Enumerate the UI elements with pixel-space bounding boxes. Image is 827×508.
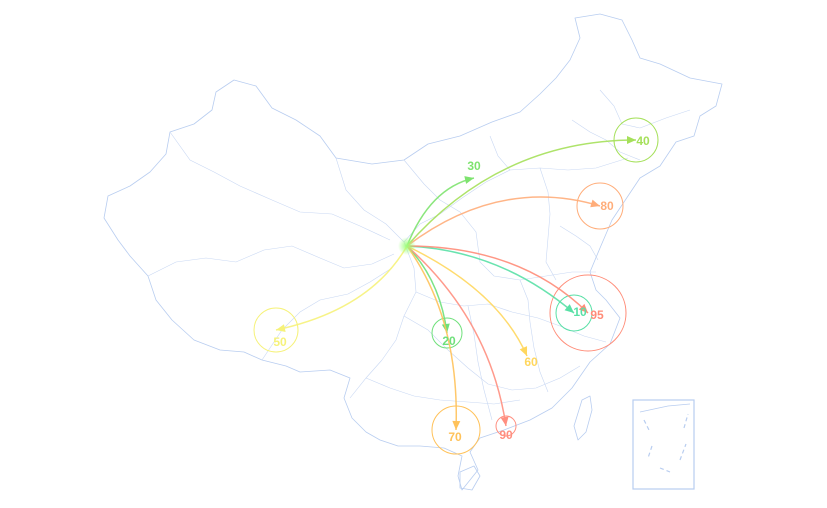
flow-line (406, 196, 601, 247)
flow-arrow-icon (452, 420, 461, 430)
flow-value-label: 80 (600, 199, 614, 213)
province-border (147, 245, 395, 277)
flow-line (406, 139, 637, 247)
flow-line (406, 245, 448, 334)
flow-arrow-icon (627, 136, 636, 144)
destination-ring (576, 182, 624, 230)
flow-arrow-icon (519, 346, 528, 356)
flow-line (406, 245, 528, 357)
flow-arrow-icon (464, 176, 474, 184)
destination-ring (253, 307, 299, 353)
flow-line (406, 245, 589, 314)
hainan-island (459, 465, 481, 491)
south-china-sea-inset (632, 399, 695, 490)
destination-ring (495, 415, 517, 437)
province-border (415, 291, 607, 343)
province-border (489, 135, 511, 171)
taiwan-island (573, 395, 593, 441)
flow-arrow-icon (564, 304, 574, 313)
flow-value-label: 10 (573, 305, 587, 319)
flow-arrow-icon (276, 324, 286, 333)
origin-point (398, 237, 416, 255)
province-border (559, 225, 599, 261)
province-border (519, 279, 549, 393)
flow-value-label: 30 (467, 159, 481, 173)
destination-ring (549, 274, 627, 352)
flow-line (406, 245, 575, 314)
flow-line (406, 245, 458, 431)
flow-value-label: 50 (273, 335, 287, 349)
province-border (403, 157, 629, 243)
flow-arrow-icon (590, 199, 600, 208)
flow-value-label: 95 (590, 308, 604, 322)
province-border (599, 89, 691, 129)
province-border (403, 159, 596, 281)
province-border (571, 119, 641, 161)
destination-ring (555, 294, 593, 332)
flow-arrow-icon (500, 416, 509, 426)
flow-line (406, 177, 475, 247)
flow-value-label: 70 (448, 430, 462, 444)
flow-value-label: 60 (524, 355, 538, 369)
province-border (335, 157, 405, 243)
province-border (539, 167, 557, 281)
flow-line (275, 245, 408, 331)
province-border (169, 131, 391, 241)
flow-value-label: 40 (636, 134, 650, 148)
china-outline (103, 13, 723, 491)
flow-value-label: 20 (442, 334, 456, 348)
province-border (349, 241, 417, 399)
flow-line (406, 245, 507, 427)
destination-ring (431, 317, 463, 349)
flow-arrow-icon (578, 303, 588, 313)
province-border (403, 315, 581, 391)
flow-value-label: 90 (499, 428, 513, 442)
province-border (365, 377, 521, 405)
